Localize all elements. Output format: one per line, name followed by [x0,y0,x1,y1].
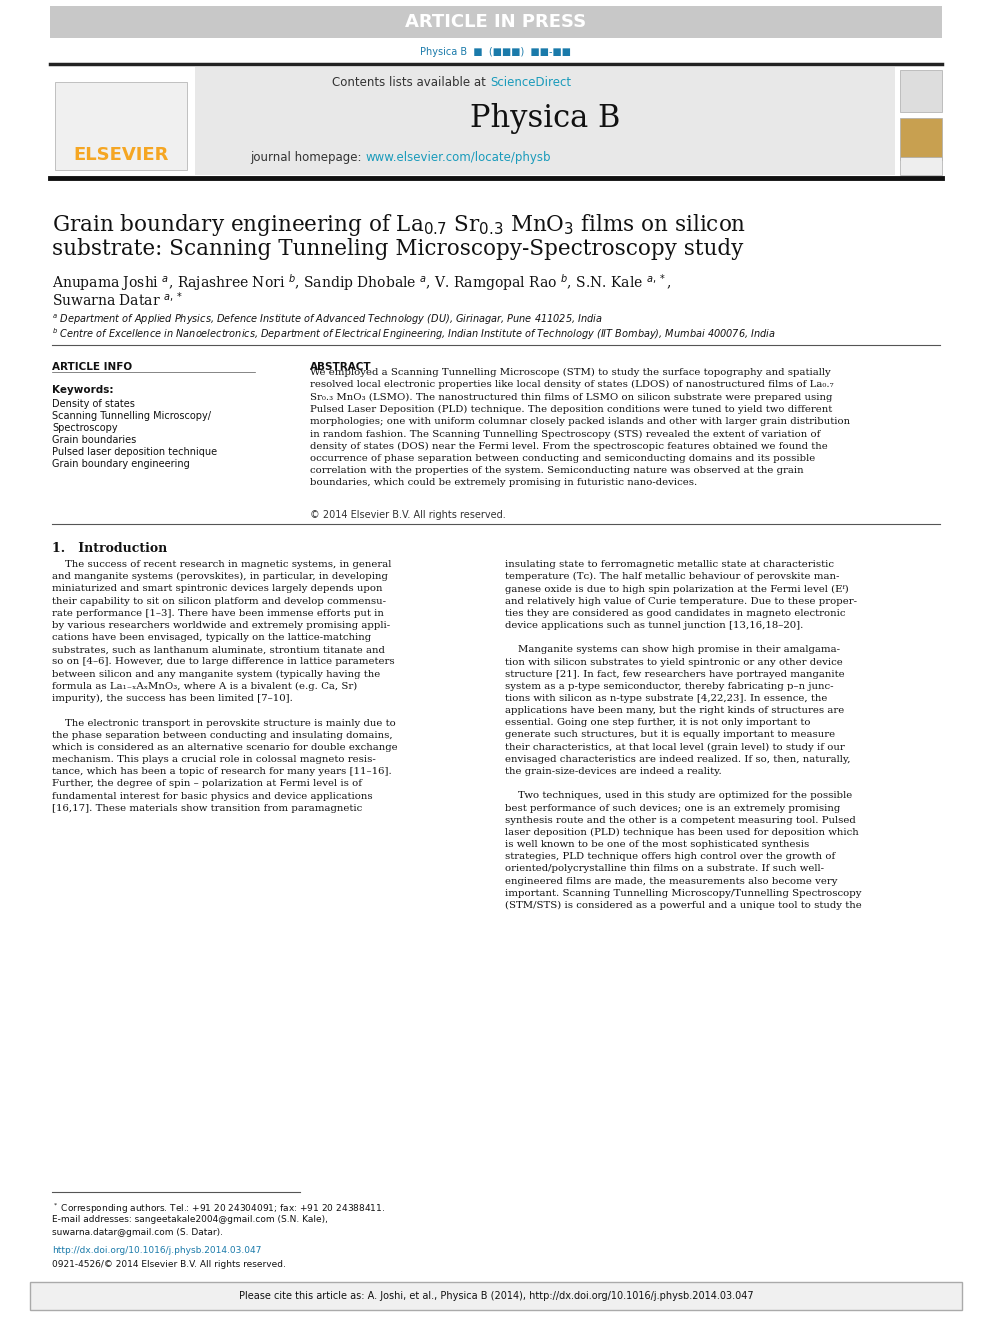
Text: journal homepage:: journal homepage: [250,152,365,164]
Text: ScienceDirect: ScienceDirect [490,75,571,89]
Text: We employed a Scanning Tunnelling Microscope (STM) to study the surface topograp: We employed a Scanning Tunnelling Micros… [310,368,850,487]
Text: Contents lists available at: Contents lists available at [332,75,490,89]
Bar [900,70,942,112]
Bar [55,82,187,169]
Text: Anupama Joshi $^a$, Rajashree Nori $^b$, Sandip Dhobale $^a$, V. Ramgopal Rao $^: Anupama Joshi $^a$, Rajashree Nori $^b$,… [52,273,672,292]
Text: Grain boundary engineering of La$_{0.7}$ Sr$_{0.3}$ MnO$_3$ films on silicon: Grain boundary engineering of La$_{0.7}$… [52,212,746,238]
Text: ELSEVIER: ELSEVIER [73,146,169,164]
Text: The success of recent research in magnetic systems, in general
and manganite sys: The success of recent research in magnet… [52,560,398,812]
Text: $^*$ Corresponding authors. Tel.: +91 20 24304091; fax: +91 20 24388411.: $^*$ Corresponding authors. Tel.: +91 20… [52,1203,385,1216]
Text: www.elsevier.com/locate/physb: www.elsevier.com/locate/physb [365,152,551,164]
Text: Physica B: Physica B [470,102,620,134]
Text: http://dx.doi.org/10.1016/j.physb.2014.03.047: http://dx.doi.org/10.1016/j.physb.2014.0… [52,1246,261,1256]
Text: $^a$ Department of Applied Physics, Defence Institute of Advanced Technology (DU: $^a$ Department of Applied Physics, Defe… [52,314,603,327]
Text: Spectroscopy: Spectroscopy [52,423,118,433]
Bar [30,1282,962,1310]
Bar [50,7,942,38]
Text: E-mail addresses: sangeetakale2004@gmail.com (S.N. Kale),: E-mail addresses: sangeetakale2004@gmail… [52,1215,328,1224]
Text: Suwarna Datar $^{a,*}$: Suwarna Datar $^{a,*}$ [52,290,183,308]
Text: substrate: Scanning Tunneling Microscopy-Spectroscopy study: substrate: Scanning Tunneling Microscopy… [52,238,743,261]
Text: 0921-4526/© 2014 Elsevier B.V. All rights reserved.: 0921-4526/© 2014 Elsevier B.V. All right… [52,1259,286,1269]
Text: ARTICLE IN PRESS: ARTICLE IN PRESS [406,13,586,30]
Text: Keywords:: Keywords: [52,385,113,396]
Bar [900,118,942,160]
Bar [195,67,895,175]
Text: insulating state to ferromagnetic metallic state at characteristic
temperature (: insulating state to ferromagnetic metall… [505,560,862,910]
Text: © 2014 Elsevier B.V. All rights reserved.: © 2014 Elsevier B.V. All rights reserved… [310,509,506,520]
Text: Physica B  ■  (■■■)  ■■-■■: Physica B ■ (■■■) ■■-■■ [421,48,571,57]
Text: Please cite this article as: A. Joshi, et al., Physica B (2014), http://dx.doi.o: Please cite this article as: A. Joshi, e… [239,1291,753,1301]
Text: Grain boundary engineering: Grain boundary engineering [52,459,189,468]
Text: Scanning Tunnelling Microscopy/: Scanning Tunnelling Microscopy/ [52,411,211,421]
Bar [900,157,942,175]
Text: Pulsed laser deposition technique: Pulsed laser deposition technique [52,447,217,456]
Text: Grain boundaries: Grain boundaries [52,435,136,445]
Text: ARTICLE INFO: ARTICLE INFO [52,363,132,372]
Text: Density of states: Density of states [52,400,135,409]
Text: 1.   Introduction: 1. Introduction [52,542,168,556]
Text: ABSTRACT: ABSTRACT [310,363,372,372]
Text: $^b$ Centre of Excellence in Nanoelectronics, Department of Electrical Engineeri: $^b$ Centre of Excellence in Nanoelectro… [52,325,776,341]
Text: suwarna.datar@gmail.com (S. Datar).: suwarna.datar@gmail.com (S. Datar). [52,1228,223,1237]
